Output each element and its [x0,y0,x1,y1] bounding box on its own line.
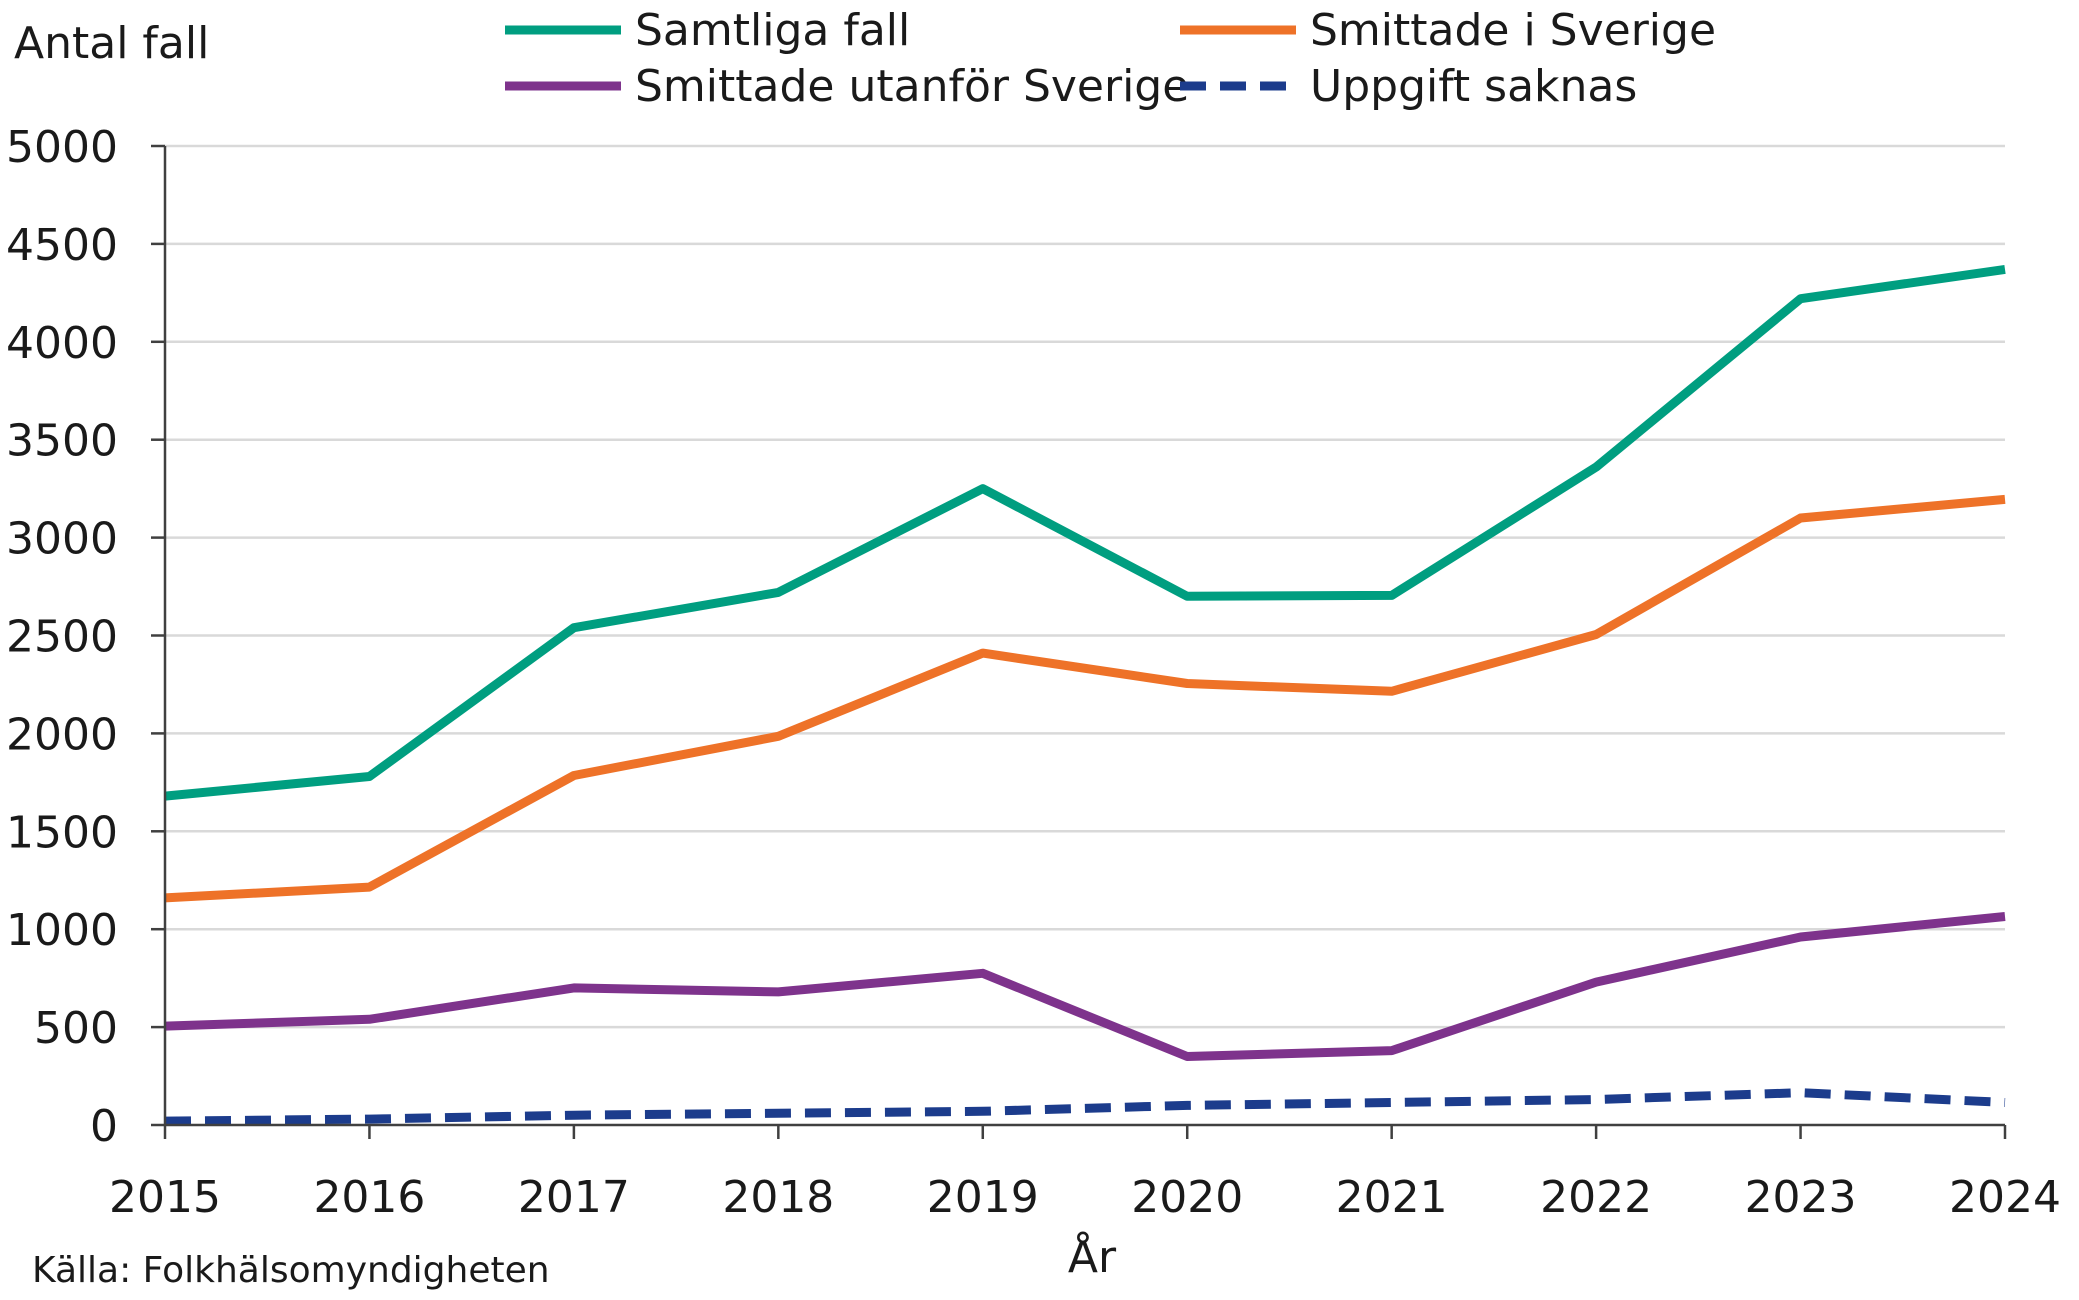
x-tick-label: 2024 [1949,1172,2061,1223]
y-tick-label: 2500 [6,612,118,663]
y-tick-label: 1000 [6,905,118,956]
y-tick-label: 1500 [6,807,118,858]
legend-label: Uppgift saknas [1310,61,1637,112]
x-tick-label: 2023 [1745,1172,1857,1223]
x-axis-title: År [1068,1230,1117,1283]
x-tick-label: 2019 [927,1172,1039,1223]
x-tick-label: 2020 [1131,1172,1243,1223]
grid-lines [165,144,2005,1029]
y-tick-label: 5000 [6,122,118,173]
y-tick-label: 3500 [6,416,118,467]
legend-label: Samtliga fall [635,5,910,56]
series-line-1 [164,494,2006,903]
x-tick-label: 2022 [1540,1172,1652,1223]
legend-label: Smittade utanför Sverige [635,61,1189,112]
x-tick-label: 2017 [518,1172,630,1223]
legend-label: Smittade i Sverige [1310,5,1716,56]
x-tick-label: 2021 [1336,1172,1448,1223]
y-tick-labels: 0 500 1000 1500 2000 2500 3000 3500 4000 4500 5000 [6,122,165,1152]
source-note: Källa: Folkhälsomyndigheten [32,1250,550,1291]
y-tick-label: 500 [34,1003,118,1054]
y-tick-label: 0 [90,1101,118,1152]
y-tick-label: 4500 [6,220,118,271]
x-tick-label: 2016 [313,1172,425,1223]
x-tick-label: 2015 [109,1172,221,1223]
y-axis-title: Antal fall [14,18,209,69]
legend: Samtliga fall Smittade i Sverige Smittade … [505,5,1716,112]
y-tick-label: 4000 [6,318,118,369]
x-tick-labels: 2015 2016 2017 2018 2019 2020 2021 2022 2023 2024 [109,1125,2061,1223]
series-lines [164,264,2006,1126]
series-line-3 [164,1088,2006,1126]
y-tick-label: 3000 [6,514,118,565]
series-line-0 [164,264,2006,801]
series-line-2 [164,912,2006,1061]
x-tick-label: 2018 [722,1172,834,1223]
y-tick-label: 2000 [6,709,118,760]
